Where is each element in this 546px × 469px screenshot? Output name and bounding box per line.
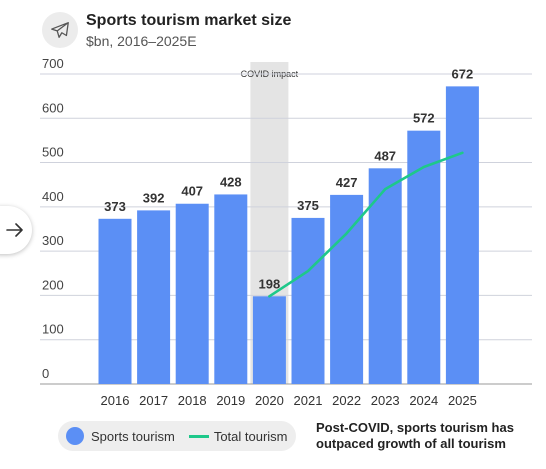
legend-swatch-sports-tourism [66, 427, 84, 445]
bar-2024 [407, 130, 441, 384]
bar-2022 [330, 194, 364, 384]
x-tick-label-2016: 2016 [101, 393, 130, 408]
next-arrow-button[interactable] [0, 206, 32, 254]
data-label-2016: 373 [104, 199, 126, 214]
x-tick-label-2020: 2020 [255, 393, 284, 408]
bar-2023 [368, 168, 402, 384]
legend-label-sports-tourism: Sports tourism [91, 428, 175, 444]
data-label-2020: 198 [259, 276, 281, 291]
bar-2016 [98, 218, 132, 384]
chart-title: Sports tourism market size [86, 12, 292, 29]
x-tick-label-2021: 2021 [294, 393, 323, 408]
y-tick-label: 200 [42, 277, 64, 292]
airplane-icon [51, 22, 69, 38]
x-tick-label-2025: 2025 [448, 393, 477, 408]
data-label-2024: 572 [413, 111, 435, 126]
data-label-2017: 392 [143, 190, 165, 205]
bar-2021 [291, 217, 325, 384]
y-tick-label: 500 [42, 145, 64, 160]
bar-2018 [175, 203, 209, 384]
data-label-2019: 428 [220, 174, 242, 189]
bar-2025 [445, 86, 479, 384]
market-size-chart: COVID impact0100200300400500600700373392… [40, 56, 532, 408]
annotation-line-2: outpaced growth of all tourism [316, 436, 506, 451]
data-label-2023: 487 [374, 148, 396, 163]
bar-2020 [252, 296, 286, 384]
y-tick-label: 100 [42, 322, 64, 337]
y-tick-label: 400 [42, 189, 64, 204]
data-label-2021: 375 [297, 198, 319, 213]
y-tick-label: 700 [42, 56, 64, 71]
y-tick-label: 300 [42, 233, 64, 248]
chart-legend: Sports tourism Total tourism [58, 421, 296, 451]
bar-2017 [137, 210, 171, 384]
data-label-2018: 407 [181, 184, 203, 199]
legend-swatch-total-tourism [188, 434, 209, 438]
x-tick-label-2023: 2023 [371, 393, 400, 408]
data-label-2022: 427 [336, 175, 358, 190]
arrow-right-icon [6, 223, 23, 237]
bar-2019 [214, 194, 248, 384]
y-tick-label: 600 [42, 100, 64, 115]
x-tick-label-2018: 2018 [178, 393, 207, 408]
x-tick-label-2024: 2024 [409, 393, 438, 408]
annotation-line-1: Post-COVID, sports tourism has [316, 420, 514, 435]
chart-subtitle: $bn, 2016–2025E [86, 33, 197, 49]
total-tourism-line [268, 151, 464, 298]
chart-annotation: Post-COVID, sports tourism has outpaced … [316, 420, 541, 452]
x-tick-label-2017: 2017 [139, 393, 168, 408]
airplane-badge [42, 12, 78, 48]
y-tick-label: 0 [42, 366, 49, 381]
x-tick-label-2022: 2022 [332, 393, 361, 408]
legend-label-total-tourism: Total tourism [213, 428, 288, 444]
x-tick-label-2019: 2019 [216, 393, 245, 408]
data-label-2025: 672 [452, 66, 474, 81]
